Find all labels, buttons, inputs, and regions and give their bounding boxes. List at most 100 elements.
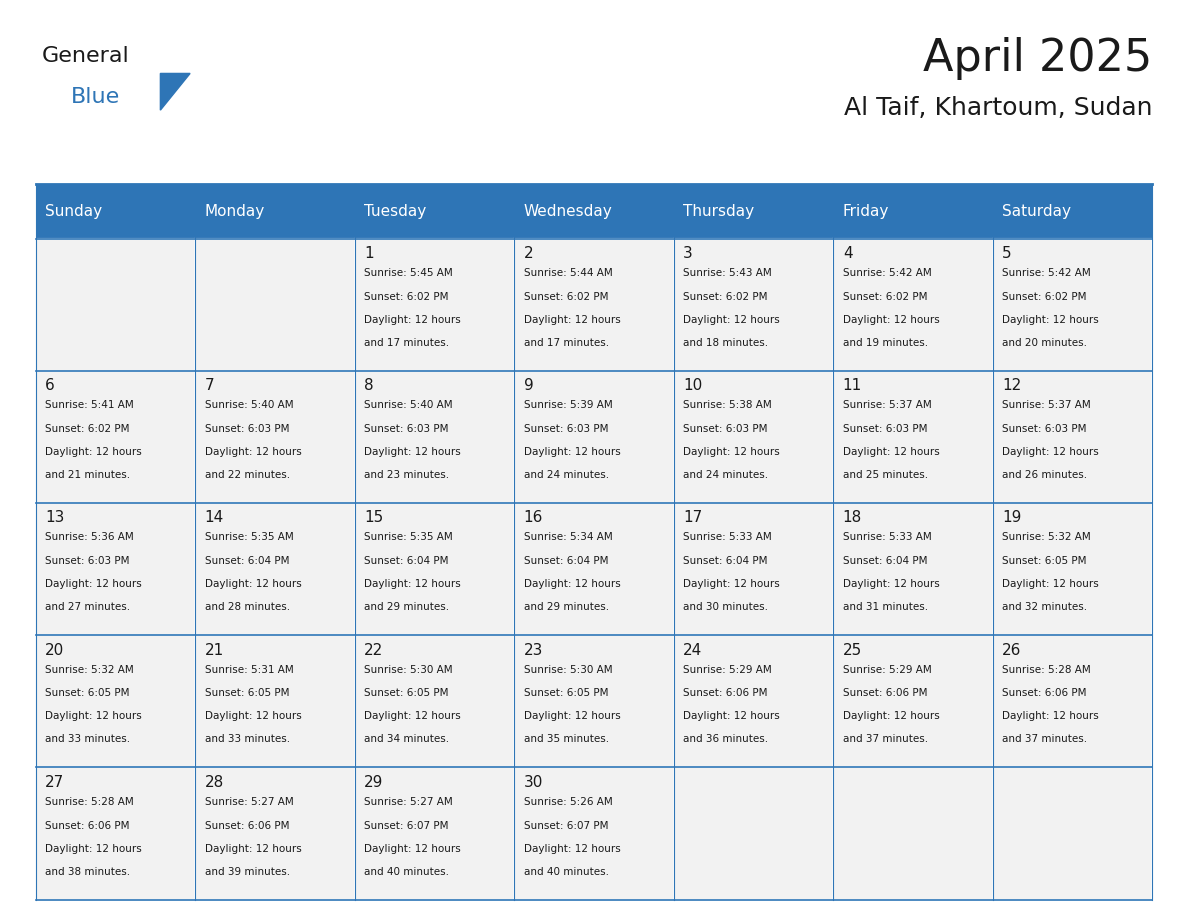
Text: Daylight: 12 hours: Daylight: 12 hours [365,844,461,854]
Text: Sunset: 6:03 PM: Sunset: 6:03 PM [204,424,289,434]
Text: Sunrise: 5:26 AM: Sunrise: 5:26 AM [524,797,613,807]
Text: and 24 minutes.: and 24 minutes. [524,470,609,480]
Text: Sunrise: 5:37 AM: Sunrise: 5:37 AM [842,400,931,410]
Text: 21: 21 [204,643,223,657]
Text: and 26 minutes.: and 26 minutes. [1003,470,1087,480]
Text: Saturday: Saturday [1003,204,1072,218]
FancyBboxPatch shape [833,503,993,635]
Text: Sunrise: 5:44 AM: Sunrise: 5:44 AM [524,268,613,278]
Text: 14: 14 [204,510,223,525]
Text: Sunset: 6:07 PM: Sunset: 6:07 PM [365,821,449,831]
FancyBboxPatch shape [833,184,993,239]
Text: Daylight: 12 hours: Daylight: 12 hours [524,579,620,589]
FancyBboxPatch shape [993,239,1152,371]
FancyBboxPatch shape [514,767,674,900]
Text: and 37 minutes.: and 37 minutes. [1003,734,1087,744]
Text: Sunrise: 5:40 AM: Sunrise: 5:40 AM [365,400,453,410]
Text: Sunrise: 5:35 AM: Sunrise: 5:35 AM [204,532,293,543]
Text: Sunrise: 5:33 AM: Sunrise: 5:33 AM [683,532,772,543]
Text: Daylight: 12 hours: Daylight: 12 hours [45,844,141,854]
Text: Sunrise: 5:39 AM: Sunrise: 5:39 AM [524,400,613,410]
Text: 28: 28 [204,775,223,789]
Text: Tuesday: Tuesday [365,204,426,218]
FancyBboxPatch shape [674,239,833,371]
Text: Sunrise: 5:30 AM: Sunrise: 5:30 AM [524,665,612,675]
Text: Sunrise: 5:38 AM: Sunrise: 5:38 AM [683,400,772,410]
Text: 17: 17 [683,510,702,525]
Text: Sunrise: 5:35 AM: Sunrise: 5:35 AM [365,532,453,543]
Text: Daylight: 12 hours: Daylight: 12 hours [1003,711,1099,722]
Text: 9: 9 [524,378,533,393]
FancyBboxPatch shape [833,635,993,767]
Text: and 27 minutes.: and 27 minutes. [45,602,131,612]
Text: Sunrise: 5:33 AM: Sunrise: 5:33 AM [842,532,931,543]
Text: and 28 minutes.: and 28 minutes. [204,602,290,612]
FancyBboxPatch shape [674,503,833,635]
Text: Sunset: 6:06 PM: Sunset: 6:06 PM [683,688,767,699]
FancyBboxPatch shape [833,371,993,503]
FancyBboxPatch shape [355,184,514,239]
Text: Daylight: 12 hours: Daylight: 12 hours [1003,579,1099,589]
FancyBboxPatch shape [993,503,1152,635]
FancyBboxPatch shape [36,635,195,767]
Text: Sunset: 6:03 PM: Sunset: 6:03 PM [1003,424,1087,434]
FancyBboxPatch shape [993,767,1152,900]
Text: and 24 minutes.: and 24 minutes. [683,470,769,480]
Text: Daylight: 12 hours: Daylight: 12 hours [204,447,302,457]
Text: Sunday: Sunday [45,204,102,218]
FancyBboxPatch shape [195,371,355,503]
Text: Daylight: 12 hours: Daylight: 12 hours [524,447,620,457]
Text: Sunrise: 5:41 AM: Sunrise: 5:41 AM [45,400,134,410]
Text: April 2025: April 2025 [923,37,1152,80]
Text: Sunrise: 5:29 AM: Sunrise: 5:29 AM [683,665,772,675]
Text: 29: 29 [365,775,384,789]
FancyBboxPatch shape [355,371,514,503]
Text: and 34 minutes.: and 34 minutes. [365,734,449,744]
Text: Daylight: 12 hours: Daylight: 12 hours [365,315,461,325]
Text: Sunrise: 5:43 AM: Sunrise: 5:43 AM [683,268,772,278]
Text: 1: 1 [365,246,374,261]
Text: Monday: Monday [204,204,265,218]
Text: and 38 minutes.: and 38 minutes. [45,867,131,877]
Text: Daylight: 12 hours: Daylight: 12 hours [842,579,940,589]
FancyBboxPatch shape [195,239,355,371]
FancyBboxPatch shape [833,767,993,900]
Text: Daylight: 12 hours: Daylight: 12 hours [524,315,620,325]
Text: Sunrise: 5:42 AM: Sunrise: 5:42 AM [842,268,931,278]
Text: Sunset: 6:04 PM: Sunset: 6:04 PM [204,556,289,566]
Text: Sunrise: 5:34 AM: Sunrise: 5:34 AM [524,532,613,543]
Text: Sunrise: 5:42 AM: Sunrise: 5:42 AM [1003,268,1091,278]
Text: Sunset: 6:04 PM: Sunset: 6:04 PM [524,556,608,566]
Text: Daylight: 12 hours: Daylight: 12 hours [842,711,940,722]
FancyBboxPatch shape [514,184,674,239]
Text: and 23 minutes.: and 23 minutes. [365,470,449,480]
Text: 20: 20 [45,643,64,657]
Text: Wednesday: Wednesday [524,204,613,218]
Text: 7: 7 [204,378,214,393]
Text: and 17 minutes.: and 17 minutes. [365,338,449,348]
Text: Sunrise: 5:40 AM: Sunrise: 5:40 AM [204,400,293,410]
Text: Sunset: 6:05 PM: Sunset: 6:05 PM [1003,556,1087,566]
FancyBboxPatch shape [833,239,993,371]
Text: Sunrise: 5:36 AM: Sunrise: 5:36 AM [45,532,134,543]
Text: Sunrise: 5:31 AM: Sunrise: 5:31 AM [204,665,293,675]
Text: 23: 23 [524,643,543,657]
FancyBboxPatch shape [36,184,195,239]
FancyBboxPatch shape [514,371,674,503]
Text: Sunrise: 5:32 AM: Sunrise: 5:32 AM [1003,532,1091,543]
Text: 22: 22 [365,643,384,657]
Text: Sunset: 6:03 PM: Sunset: 6:03 PM [45,556,129,566]
FancyBboxPatch shape [514,503,674,635]
Text: and 32 minutes.: and 32 minutes. [1003,602,1087,612]
Text: Daylight: 12 hours: Daylight: 12 hours [45,447,141,457]
Text: 18: 18 [842,510,862,525]
Text: Daylight: 12 hours: Daylight: 12 hours [683,447,781,457]
Text: Sunset: 6:02 PM: Sunset: 6:02 PM [45,424,129,434]
Text: Sunrise: 5:27 AM: Sunrise: 5:27 AM [204,797,293,807]
Text: Sunset: 6:05 PM: Sunset: 6:05 PM [365,688,449,699]
Text: Daylight: 12 hours: Daylight: 12 hours [683,579,781,589]
Text: General: General [42,46,129,66]
Text: Daylight: 12 hours: Daylight: 12 hours [45,579,141,589]
Text: Sunset: 6:02 PM: Sunset: 6:02 PM [842,292,928,302]
Text: 11: 11 [842,378,862,393]
